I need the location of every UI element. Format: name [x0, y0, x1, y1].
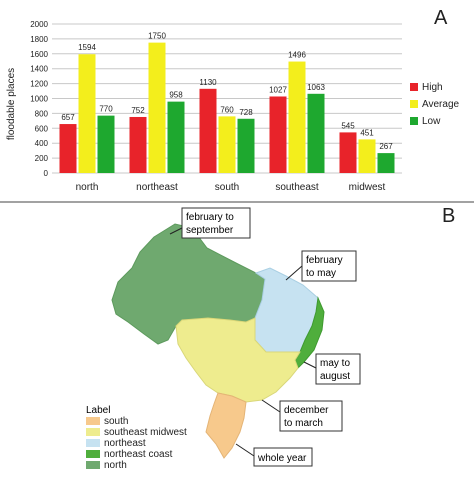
legend-label: Low [422, 116, 441, 127]
bar-midwest-low [377, 153, 395, 173]
map-legend-swatch [86, 439, 100, 447]
data-label: 1027 [269, 85, 287, 94]
data-label: 545 [341, 121, 355, 130]
y-tick-label: 1000 [30, 95, 48, 104]
callout-northeast-line2: to may [306, 268, 336, 279]
map-legend-swatch [86, 428, 100, 436]
data-label: 770 [99, 105, 113, 114]
x-tick-label: northeast [136, 182, 178, 193]
map-legend-label: southeast midwest [104, 427, 187, 438]
data-label: 1594 [78, 43, 96, 52]
map-legend-label: northeast coast [104, 449, 173, 460]
y-axis-label: floodable places [6, 68, 17, 140]
data-label: 958 [169, 91, 183, 100]
data-label: 1063 [307, 83, 325, 92]
panel-a-letter: A [434, 7, 448, 29]
data-label: 728 [239, 108, 253, 117]
x-tick-label: north [76, 182, 99, 193]
bar-northeast-high [129, 116, 147, 173]
panel-b-letter: B [442, 205, 455, 227]
y-tick-label: 400 [35, 139, 49, 148]
callout-northeast-box [301, 250, 357, 282]
data-label: 752 [131, 106, 145, 115]
bar-northeast-average [148, 42, 166, 173]
legend-swatch [410, 117, 418, 125]
x-tick-labels: north northeast south southeast midwest [76, 182, 386, 193]
leader-south [235, 443, 255, 457]
callout-south-box [253, 447, 313, 467]
bar-south-average [218, 116, 236, 173]
callout-southeast-midwest-line2: to march [284, 418, 323, 429]
y-tick-label: 2000 [30, 20, 48, 29]
map-legend-label: northeast [104, 438, 146, 449]
callout-north-line2: september [186, 225, 234, 236]
bar-southeast-high [269, 96, 287, 173]
bar-north-low [97, 115, 115, 173]
chart-legend: High Average Low [410, 82, 460, 127]
bar-southeast-average [288, 61, 306, 173]
y-tick-label: 1800 [30, 35, 48, 44]
y-tick-label: 0 [44, 169, 49, 178]
map-legend-swatch [86, 417, 100, 425]
data-label: 657 [61, 113, 75, 122]
legend-label: Average [422, 99, 460, 110]
chart-bars [59, 42, 395, 173]
data-label: 267 [379, 142, 393, 151]
callout-southeast-midwest-line1: december [284, 405, 329, 416]
chart-panel: A 0200400600800100012001400160018002000 … [6, 7, 460, 193]
callout-north-line1: february to [186, 212, 234, 223]
bar-northeast-low [167, 101, 185, 173]
bar-southeast-low [307, 93, 325, 173]
y-tick-label: 1200 [30, 80, 48, 89]
data-label: 1750 [148, 32, 166, 41]
data-labels: 657 1594 770 752 1750 958 1130 760 728 1027 1496 10… [61, 32, 393, 151]
bar-south-low [237, 118, 255, 173]
callout-northeast-coast-line2: august [320, 371, 350, 382]
data-label: 1130 [199, 78, 217, 87]
y-tick-label: 200 [35, 154, 49, 163]
data-label: 1496 [288, 51, 306, 60]
legend-swatch [410, 100, 418, 108]
legend-label: High [422, 82, 443, 93]
leader-northeast [285, 265, 303, 281]
region-southeast-midwest [175, 317, 301, 403]
bar-midwest-average [358, 139, 376, 173]
region-south [205, 392, 247, 459]
x-tick-label: southeast [275, 182, 319, 193]
bar-north-average [78, 54, 96, 173]
callout-north-box [181, 207, 251, 239]
leader-southeast-midwest [261, 399, 281, 413]
leader-northeast-coast [303, 361, 317, 369]
bar-south-high [199, 88, 217, 173]
map-legend-label: north [104, 460, 127, 471]
map-legend-swatch [86, 461, 100, 469]
map-legend-title: Label [86, 405, 110, 416]
callout-southeast-midwest-box [279, 400, 343, 432]
y-tick-label: 800 [35, 109, 49, 118]
y-tick-label: 600 [35, 124, 49, 133]
bar-midwest-high [339, 132, 357, 173]
legend-swatch [410, 83, 418, 91]
callout-south-line1: whole year [257, 453, 307, 464]
y-tick-labels: 0 200 400 600 800 1000 1200 1400 1600 1800 2000 [30, 20, 48, 178]
bar-north-high [59, 124, 77, 173]
y-tick-label: 1400 [30, 65, 48, 74]
x-tick-label: south [215, 182, 239, 193]
map-legend-swatch [86, 450, 100, 458]
x-tick-label: midwest [349, 182, 386, 193]
map-panel: B february to september february to may … [86, 205, 455, 471]
callout-northeast-line1: february [306, 255, 343, 266]
callout-northeast-coast-box [315, 353, 361, 385]
data-label: 451 [360, 128, 374, 137]
data-label: 760 [220, 105, 234, 114]
callout-northeast-coast-line1: may to [320, 358, 350, 369]
map-legend-label: south [104, 416, 128, 427]
y-tick-label: 1600 [30, 50, 48, 59]
